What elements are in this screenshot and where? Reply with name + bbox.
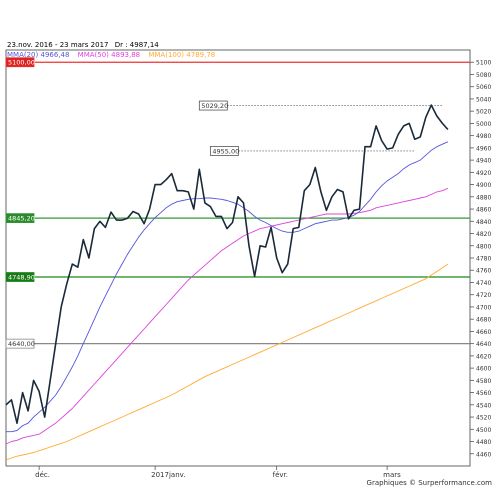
plot-frame [5, 49, 471, 467]
y-tick-label: 4600 [476, 366, 491, 373]
reference-line-label-box [5, 57, 35, 68]
x-tick-label: déc. [35, 471, 50, 479]
reference-line-label: 4845,20 [8, 215, 35, 223]
series-line-mma50 [5, 187, 449, 445]
y-tick-label: 4580 [476, 378, 491, 385]
y-tick-label: 4660 [476, 329, 491, 336]
y-tick-label: 4940 [476, 158, 491, 165]
y-tick-label: 4760 [476, 268, 491, 275]
y-tick-label: 4700 [476, 304, 491, 311]
y-tick-label: 4520 [476, 415, 491, 422]
y-tick-label: 4820 [476, 231, 491, 238]
y-tick-label: 4860 [476, 207, 491, 214]
y-tick-label: 4900 [476, 182, 491, 189]
y-tick-label: 4880 [476, 194, 491, 201]
y-tick-label: 5000 [476, 121, 491, 128]
header-indicators: MMA(20) 4966,48 MMA(50) 4893,88 MMA(100)… [7, 51, 215, 59]
reference-line-label: 4748,90 [8, 274, 35, 282]
reference-line-label: 5100,00 [8, 59, 35, 67]
annotation-label: 4955,00 [212, 147, 239, 155]
y-tick-label: 4800 [476, 243, 491, 250]
series-line-mma20 [6, 141, 449, 433]
y-tick-label: 4500 [476, 427, 491, 434]
y-tick-label: 4620 [476, 353, 491, 360]
y-tick-label: 4740 [476, 280, 491, 287]
indicator-mma50-label: MMA(50) [77, 51, 109, 59]
y-tick-label: 4480 [476, 439, 491, 446]
series-line-mma100 [5, 263, 449, 461]
annotation-label-box [198, 100, 228, 111]
y-tick-label: 5020 [476, 109, 491, 116]
indicator-mma20-label: MMA(20) [7, 51, 39, 59]
header-line-1: 23.nov. 2016 - 23 mars 2017 Dr : 4987,14 [7, 41, 159, 49]
header-last-value: Dr : 4987,14 [114, 41, 159, 49]
indicator-mma100-label: MMA(100) [148, 51, 185, 59]
series-line-price [5, 104, 449, 425]
y-tick-label: 4960 [476, 145, 491, 152]
x-tick-label: mars [383, 471, 401, 479]
y-tick-label: 5080 [476, 72, 491, 79]
y-tick-label: 5060 [476, 84, 491, 91]
annotation-label-box [209, 146, 239, 156]
y-tick-label: 4460 [476, 451, 491, 458]
y-tick-label: 4840 [476, 219, 491, 226]
x-tick-label: 2017janv. [151, 471, 185, 479]
y-tick-label: 4720 [476, 292, 491, 299]
reference-line-label-box [5, 338, 35, 349]
y-tick-label: 4640 [476, 341, 491, 348]
y-tick-label: 4540 [476, 402, 491, 409]
indicator-mma100-value: 4789,78 [186, 51, 216, 59]
x-tick-label: févr. [273, 471, 288, 479]
header-date-range: 23.nov. 2016 - 23 mars 2017 [7, 41, 109, 49]
reference-line-label-box [5, 272, 35, 282]
y-tick-label: 4980 [476, 133, 491, 140]
y-tick-label: 4780 [476, 256, 491, 263]
y-tick-label: 5040 [476, 96, 491, 103]
indicator-mma50-value: 4893,88 [111, 51, 141, 59]
y-tick-label: 4560 [476, 390, 491, 397]
y-tick-label: 5100 [476, 60, 491, 67]
indicator-mma20-value: 4966,48 [40, 51, 70, 59]
y-tick-label: 4680 [476, 317, 491, 324]
y-tick-label: 4920 [476, 170, 491, 177]
credit-text: Graphiques © Surperformance.com [366, 479, 492, 487]
reference-line-label: 4640,00 [8, 340, 35, 348]
annotation-label: 5029,20 [201, 102, 228, 110]
reference-line-label-box [5, 213, 35, 224]
